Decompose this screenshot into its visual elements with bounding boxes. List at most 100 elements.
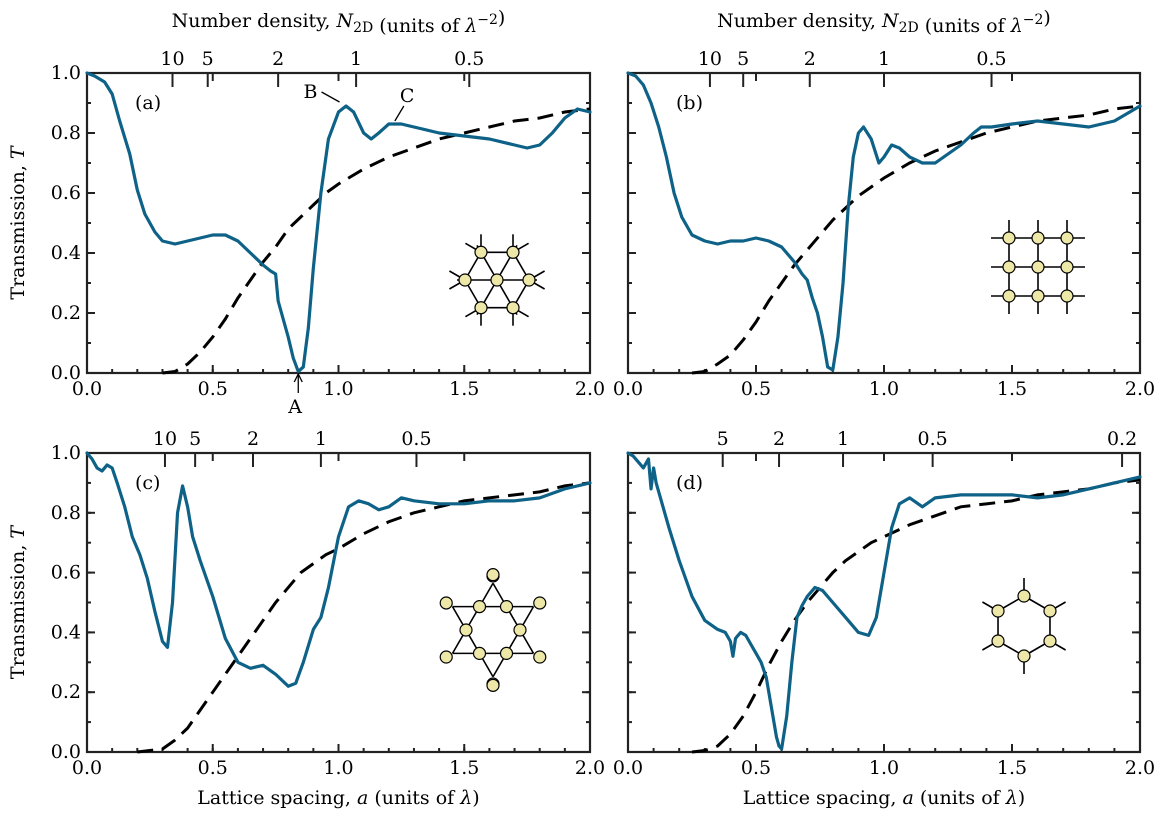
plot-frame: [85, 71, 592, 375]
top-axis-label: Number density, N2D (units of λ−2): [172, 7, 506, 37]
annotation-arrow: [394, 105, 405, 122]
lattice-site: [1017, 649, 1031, 663]
top-tick-label: 5: [189, 428, 201, 450]
transmission-curve: [626, 71, 1142, 372]
panel-b: 0.0 0.5 1.0 1.5 2.0 10 5 2 1 0.5 (b) Number density…: [613, 7, 1155, 400]
top-tick-label: 10: [160, 48, 184, 70]
x-tick-label: 1.5: [449, 757, 479, 779]
x-tick-label: 1.0: [323, 757, 353, 779]
panel-c: 0.0 0.5 1.0 1.5 2.0 0.0 0.2 0.4 0.6 0.8 1.0 10 5 2 1 0.…: [7, 428, 605, 809]
lattice-site: [991, 634, 1005, 648]
lattice-site: [499, 646, 514, 660]
lattice-site: [1031, 231, 1045, 245]
y-tick-label: 0.2: [51, 681, 81, 703]
top-tick-label: 0.5: [976, 48, 1006, 70]
annotation-label: B: [304, 81, 318, 103]
lattice-site: [486, 678, 500, 692]
top-tick-label: 2: [247, 428, 259, 450]
top-tick-label: 2: [272, 48, 284, 70]
x-tick-label: 1.0: [323, 378, 353, 400]
x-tick-label: 1.0: [869, 378, 899, 400]
x-tick-label: 0.0: [613, 378, 643, 400]
lattice-site: [1002, 289, 1016, 303]
lattice-inset-kagome: [439, 568, 547, 692]
x-tick-label: 2.0: [575, 757, 605, 779]
annotation-arrow: [321, 91, 340, 103]
transmission-curve: [85, 451, 592, 688]
panel-a: 0.0 0.5 1.0 1.5 2.0 0.0 0.2 0.4 0.6 0.8 1.0 10 5 2 1 0.…: [7, 7, 605, 418]
x-tick-label: 0.5: [198, 378, 228, 400]
x-tick-label: 2.0: [575, 378, 605, 400]
top-tick-label: 2: [804, 48, 816, 70]
y-tick-label: 0.8: [51, 502, 81, 524]
x-tick-label: 1.5: [997, 378, 1027, 400]
top-tick-label: 5: [737, 48, 749, 70]
top-tick-label: 1: [315, 428, 327, 450]
lattice-site: [1002, 260, 1016, 274]
lattice-site: [1043, 634, 1057, 648]
top-tick-label: 1: [878, 48, 890, 70]
panel-label: (a): [135, 92, 161, 114]
y-tick-label: 0.2: [51, 302, 81, 324]
lattice-site: [506, 245, 520, 259]
lattice-site: [506, 301, 520, 315]
lattice-site: [490, 273, 504, 287]
lattice-inset-square: [991, 220, 1085, 314]
top-tick-label: 1: [837, 428, 849, 450]
top-tick-label: 0.5: [401, 428, 431, 450]
top-tick-label: 0.5: [918, 428, 948, 450]
x-tick-label: 2.0: [1125, 757, 1155, 779]
lattice-site: [439, 596, 453, 610]
y-tick-label: 0.6: [51, 182, 81, 204]
lattice-site: [1060, 260, 1074, 274]
y-tick-label: 0.6: [51, 562, 81, 584]
y-tick-label: 0.4: [51, 621, 81, 643]
lattice-site: [472, 646, 487, 660]
x-tick-label: 0.5: [741, 378, 771, 400]
lattice-site: [1031, 289, 1045, 303]
y-axis-label: Transmission, T: [7, 145, 29, 300]
lattice-site: [1031, 260, 1045, 274]
top-tick-label: 5: [717, 428, 729, 450]
y-tick-label: 0.0: [51, 741, 81, 763]
annotation-label: C: [400, 85, 415, 107]
x-tick-label: 0.0: [72, 378, 102, 400]
top-tick-label: 0.5: [454, 48, 484, 70]
y-tick-label: 0.0: [51, 362, 81, 384]
x-tick-label: 0.0: [613, 757, 643, 779]
x-tick-label: 1.5: [449, 378, 479, 400]
lattice-site: [486, 568, 500, 582]
top-tick-label: 10: [698, 48, 722, 70]
lattice-site: [1043, 604, 1057, 618]
lattice-site: [1060, 289, 1074, 303]
y-tick-label: 1.0: [51, 442, 81, 464]
x-tick-label: 2.0: [1125, 378, 1155, 400]
lattice-site: [1017, 589, 1031, 603]
annotation-label: A: [287, 396, 302, 418]
arrow-head: [293, 372, 303, 383]
x-tick-label: 0.5: [741, 757, 771, 779]
panel-label: (c): [135, 472, 160, 494]
lattice-site: [533, 596, 547, 610]
lattice-site: [522, 273, 536, 287]
panel-label: (d): [676, 472, 703, 494]
y-tick-label: 0.8: [51, 122, 81, 144]
lattice-site: [474, 245, 488, 259]
reference-curve: [137, 481, 591, 754]
lattice-site: [1060, 231, 1074, 245]
x-axis-label: Lattice spacing, a (units of λ): [743, 787, 1025, 809]
x-axis-label: Lattice spacing, a (units of λ): [197, 787, 479, 809]
x-tick-label: 0.0: [72, 757, 102, 779]
lattice-site: [499, 600, 514, 614]
top-tick-label: 2: [773, 428, 785, 450]
lattice-inset-honeycomb: [982, 578, 1066, 674]
x-tick-label: 1.0: [869, 757, 899, 779]
panel-label: (b): [676, 92, 703, 114]
lattice-site: [474, 301, 488, 315]
lattice-site: [1002, 231, 1016, 245]
lattice-site: [458, 273, 472, 287]
top-tick-label: 10: [153, 428, 177, 450]
lattice-site: [513, 623, 527, 637]
reference-curve: [691, 478, 1141, 754]
